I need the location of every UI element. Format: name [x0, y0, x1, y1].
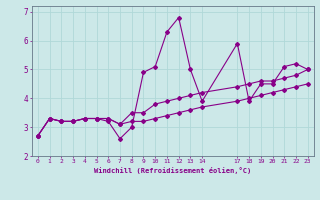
X-axis label: Windchill (Refroidissement éolien,°C): Windchill (Refroidissement éolien,°C) — [94, 167, 252, 174]
